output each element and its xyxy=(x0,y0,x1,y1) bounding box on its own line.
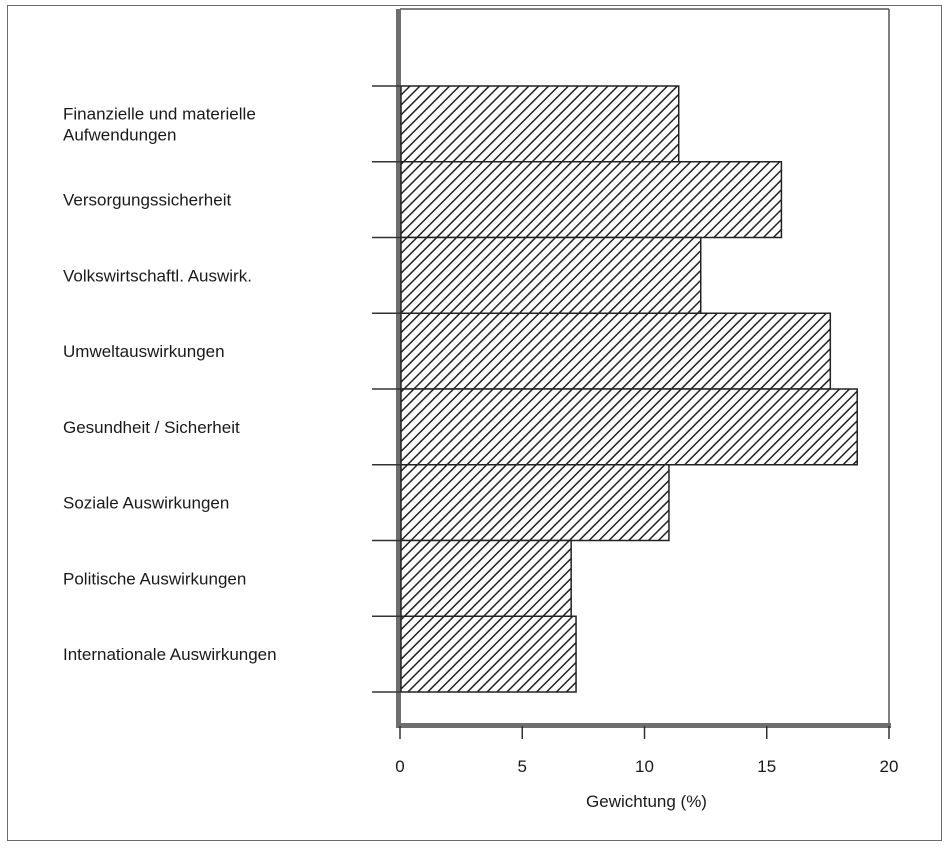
plot-area xyxy=(396,8,891,728)
category-label: Internationale Auswirkungen xyxy=(63,645,277,664)
bar xyxy=(400,388,858,466)
x-axis-ticks: 0 5 10 15 20 xyxy=(395,726,898,776)
category-label: Politische Auswirkungen xyxy=(63,569,246,588)
category-label-line: Gesundheit / Sicherheit xyxy=(63,418,240,437)
category-label: Gesundheit / Sicherheit xyxy=(63,418,240,437)
category-label-line: Politische Auswirkungen xyxy=(63,569,246,588)
bar xyxy=(400,539,572,617)
x-axis-line xyxy=(396,723,891,728)
bar xyxy=(400,161,783,239)
bar xyxy=(400,312,832,390)
bar xyxy=(400,464,670,542)
figure-frame xyxy=(7,5,942,841)
category-label: Versorgungssicherheit xyxy=(63,191,231,210)
x-tick-label: 20 xyxy=(880,757,899,776)
x-axis-title: Gewichtung (%) xyxy=(586,792,707,811)
x-tick-label: 10 xyxy=(635,757,654,776)
x-tick-label: 15 xyxy=(757,757,776,776)
category-label: Soziale Auswirkungen xyxy=(63,494,229,513)
bar xyxy=(400,615,577,693)
category-label-line: Aufwendungen xyxy=(63,125,176,144)
bars xyxy=(400,85,858,693)
category-label-line: Volkswirtschaftl. Auswirk. xyxy=(63,266,252,285)
category-label-line: Internationale Auswirkungen xyxy=(63,645,277,664)
bar xyxy=(400,85,680,163)
category-label-line: Umweltauswirkungen xyxy=(63,342,225,361)
y-axis-line xyxy=(396,9,401,728)
category-label-line: Soziale Auswirkungen xyxy=(63,494,229,513)
category-label: Umweltauswirkungen xyxy=(63,342,225,361)
y-axis-ticks xyxy=(372,85,400,693)
category-label: Finanzielle und materielle Aufwendungen xyxy=(63,104,256,144)
x-tick-label: 0 xyxy=(395,757,404,776)
category-labels: Finanzielle und materielle Aufwendungen Ve… xyxy=(63,104,277,664)
category-label-line: Versorgungssicherheit xyxy=(63,191,231,210)
x-tick-label: 5 xyxy=(518,757,527,776)
category-label: Volkswirtschaftl. Auswirk. xyxy=(63,266,252,285)
category-label-line: Finanzielle und materielle xyxy=(63,104,256,123)
bar xyxy=(400,236,702,314)
